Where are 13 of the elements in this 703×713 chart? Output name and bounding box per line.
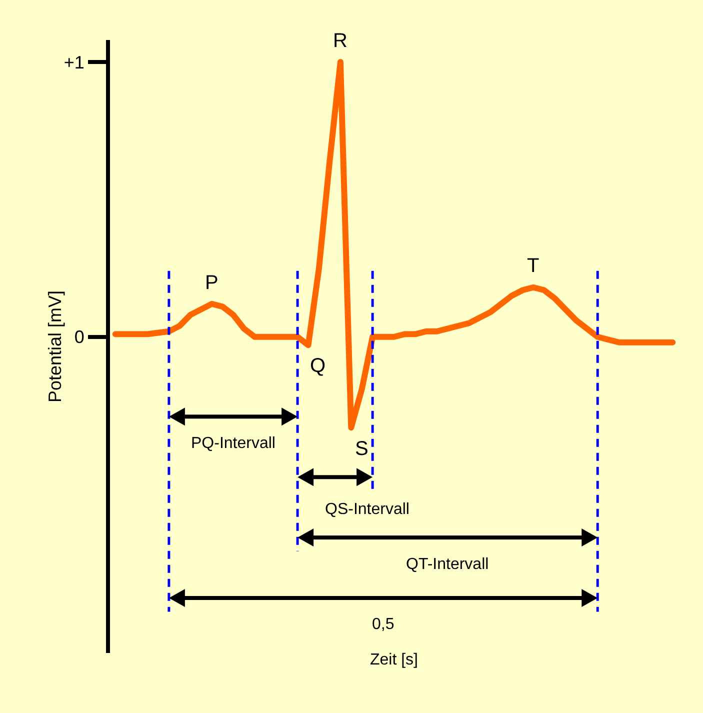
- y-tick-label: +1: [64, 52, 84, 72]
- annotation: PQ-Intervall: [191, 435, 276, 452]
- x-axis-title: Zeit [s]: [370, 652, 418, 669]
- annotation: 0,5: [372, 616, 394, 633]
- data-label: P: [205, 272, 218, 294]
- y-axis-title: Potential [mV]: [45, 290, 65, 403]
- data-label: Q: [310, 355, 326, 377]
- data-label: R: [333, 30, 348, 52]
- data-label: S: [355, 438, 368, 460]
- annotation: QT-Intervall: [406, 556, 489, 573]
- y-tick-label: 0: [74, 327, 84, 348]
- data-label: T: [527, 255, 540, 277]
- annotation: QS-Intervall: [325, 501, 410, 518]
